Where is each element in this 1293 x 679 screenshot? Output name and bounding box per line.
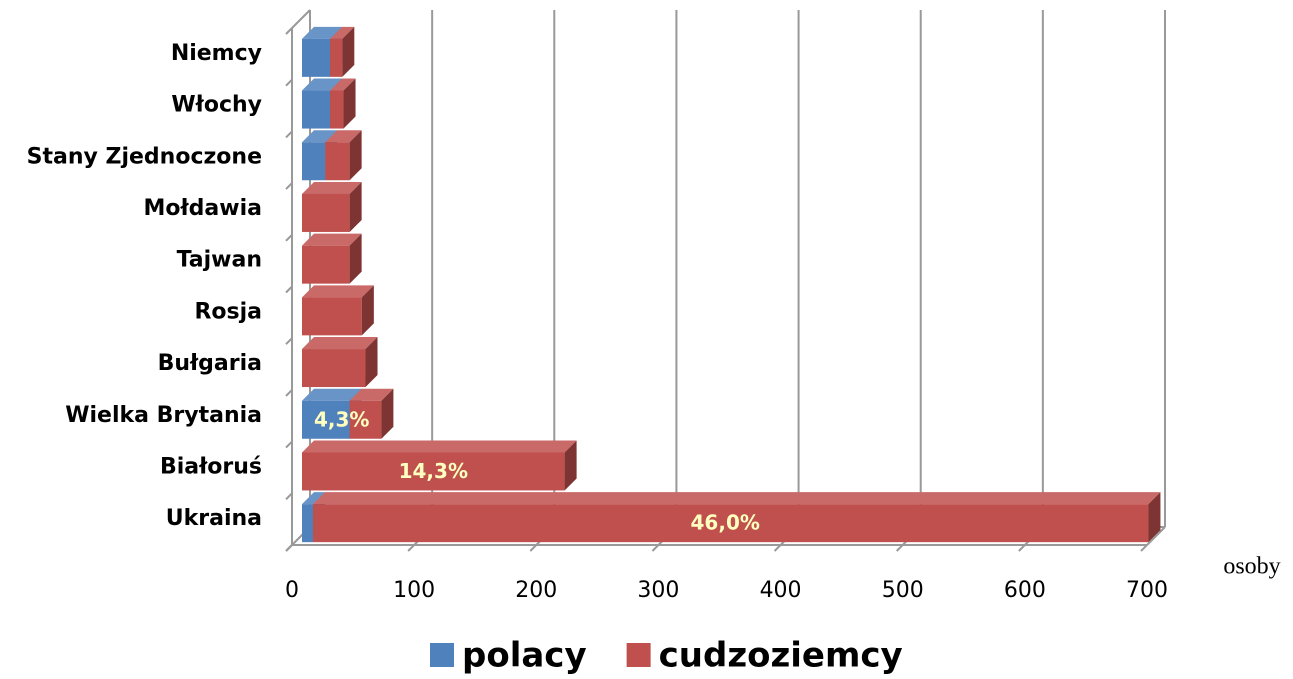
bar bbox=[302, 400, 350, 439]
bar-top bbox=[302, 440, 577, 453]
category-separator bbox=[285, 492, 293, 501]
x-tick-label: 300 bbox=[637, 578, 679, 603]
bar-top bbox=[302, 130, 338, 143]
x-tick-label: 200 bbox=[515, 578, 557, 603]
y-tick-label: Wielka Brytania bbox=[65, 403, 262, 428]
bar bbox=[312, 504, 1149, 543]
category-separator bbox=[285, 285, 293, 294]
bar bbox=[302, 452, 565, 491]
y-tick-label: Tajwan bbox=[177, 248, 262, 273]
bar-top bbox=[325, 130, 362, 143]
bar bbox=[349, 400, 382, 439]
bar-side bbox=[349, 233, 362, 284]
x-tick bbox=[1018, 544, 1026, 552]
x-tick bbox=[773, 544, 782, 552]
x-tick bbox=[407, 544, 415, 552]
category-separator bbox=[285, 130, 293, 139]
y-tick-label: Stany Zjednoczone bbox=[27, 144, 262, 169]
x-tick bbox=[896, 544, 904, 552]
y-tick-label: Włochy bbox=[171, 93, 262, 118]
x-tick bbox=[1140, 544, 1148, 552]
bar bbox=[302, 90, 331, 129]
bar bbox=[302, 349, 366, 388]
bar-top bbox=[302, 26, 343, 39]
legend-swatch bbox=[626, 643, 651, 667]
bar bbox=[302, 504, 313, 543]
bar-side bbox=[342, 26, 355, 77]
bar-side bbox=[365, 337, 378, 388]
x-tick bbox=[529, 544, 537, 552]
y-tick-label: Białoruś bbox=[160, 454, 262, 479]
y-tick-label: Rosja bbox=[194, 299, 262, 324]
bar-side bbox=[349, 181, 362, 232]
y-tick-label: Ukraina bbox=[166, 506, 262, 531]
category-separator bbox=[285, 389, 293, 397]
category-separator bbox=[285, 78, 293, 87]
legend-label: polacy bbox=[462, 636, 587, 675]
y-tick-label: Bułgaria bbox=[158, 351, 262, 376]
bar-top bbox=[302, 233, 362, 246]
data-label: 46,0% bbox=[691, 511, 760, 535]
bar bbox=[325, 142, 350, 181]
bar-side bbox=[349, 130, 362, 181]
category-separator bbox=[285, 234, 293, 242]
bar-side bbox=[564, 440, 577, 491]
x-tick-label: 700 bbox=[1126, 578, 1168, 603]
x-tick-label: 500 bbox=[882, 578, 924, 603]
x-tick-label: 400 bbox=[760, 578, 802, 603]
bar-side bbox=[1148, 492, 1161, 543]
category-separator bbox=[285, 440, 293, 449]
legend-swatch bbox=[430, 643, 454, 667]
bar bbox=[330, 38, 343, 77]
bar bbox=[302, 193, 350, 232]
category-separator bbox=[285, 182, 293, 190]
x-axis-label: osoby bbox=[1223, 554, 1280, 580]
bar-top bbox=[302, 181, 362, 194]
wall-top-edge bbox=[291, 9, 311, 29]
x-tick-label: 100 bbox=[393, 578, 435, 603]
bar-top bbox=[330, 78, 356, 91]
data-label: 14,3% bbox=[399, 459, 468, 483]
bar bbox=[302, 142, 326, 181]
x-tick-label: 600 bbox=[1004, 578, 1046, 603]
bar-top bbox=[312, 492, 1161, 505]
bar-side bbox=[361, 285, 374, 336]
category-separator bbox=[285, 337, 293, 345]
bar bbox=[302, 245, 350, 284]
bar-top bbox=[302, 337, 378, 350]
y-tick-label: Niemcy bbox=[171, 41, 262, 66]
x-tick bbox=[651, 544, 660, 552]
bar-top bbox=[349, 388, 394, 401]
bar-side bbox=[343, 78, 356, 129]
bar-top bbox=[302, 78, 343, 91]
bar-top bbox=[302, 492, 325, 505]
bar-top bbox=[302, 388, 362, 401]
category-separator bbox=[285, 27, 293, 35]
floor-tick bbox=[1146, 526, 1166, 546]
bar bbox=[302, 297, 362, 336]
legend-label: cudzoziemcy bbox=[659, 636, 903, 675]
bar-side bbox=[381, 388, 394, 439]
y-tick-label: Mołdawia bbox=[144, 196, 262, 221]
bar-top bbox=[330, 26, 355, 39]
category-separator bbox=[285, 544, 293, 552]
data-label: 4,3% bbox=[314, 407, 369, 431]
bar bbox=[330, 90, 344, 129]
x-tick-label: 0 bbox=[285, 578, 299, 603]
bar bbox=[302, 38, 331, 77]
bar-top bbox=[302, 285, 374, 298]
